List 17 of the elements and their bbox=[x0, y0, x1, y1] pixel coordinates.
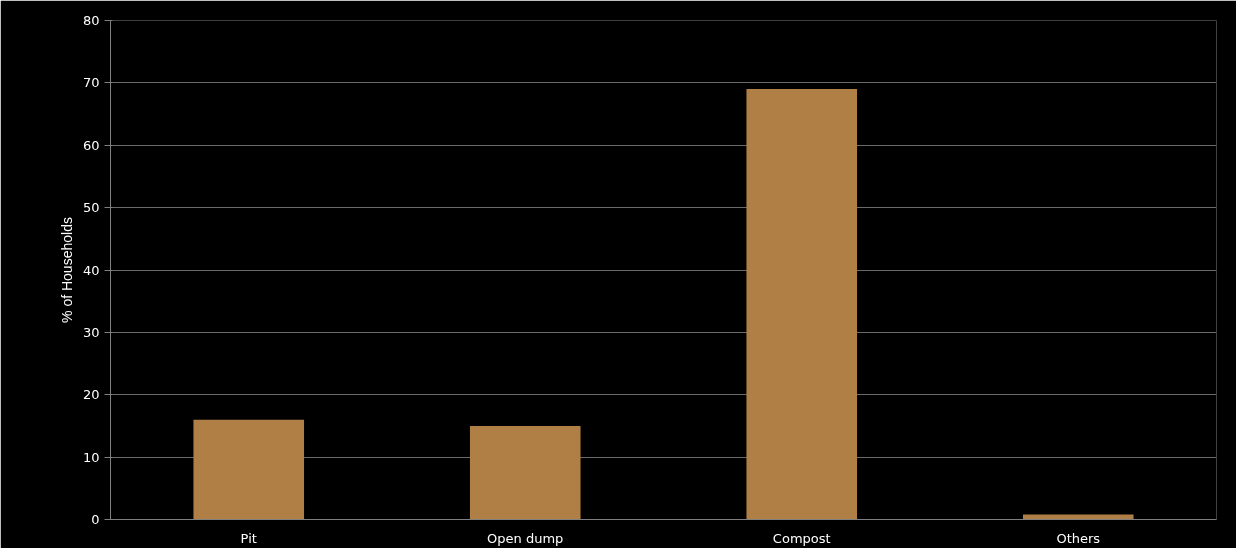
y-tick-label: 20 bbox=[82, 387, 100, 403]
x-tick-label: Compost bbox=[772, 530, 831, 546]
y-tick-label: 40 bbox=[82, 262, 100, 278]
x-tick-label: Open dump bbox=[487, 530, 564, 546]
y-tick-label: 50 bbox=[82, 200, 100, 216]
y-tick-label: 70 bbox=[82, 75, 100, 91]
bar bbox=[469, 425, 581, 520]
bar bbox=[746, 89, 858, 520]
y-tick-label: 0 bbox=[91, 512, 100, 527]
y-axis-title: % of Households bbox=[58, 217, 75, 323]
y-tick-label: 60 bbox=[82, 137, 100, 153]
x-tick-label: Others bbox=[1056, 530, 1101, 546]
bar bbox=[193, 419, 305, 520]
y-tick-label: 30 bbox=[82, 324, 100, 340]
x-tick-label: Pit bbox=[240, 530, 257, 546]
y-tick-label: 80 bbox=[82, 13, 100, 28]
y-tick-label: 10 bbox=[82, 449, 100, 465]
